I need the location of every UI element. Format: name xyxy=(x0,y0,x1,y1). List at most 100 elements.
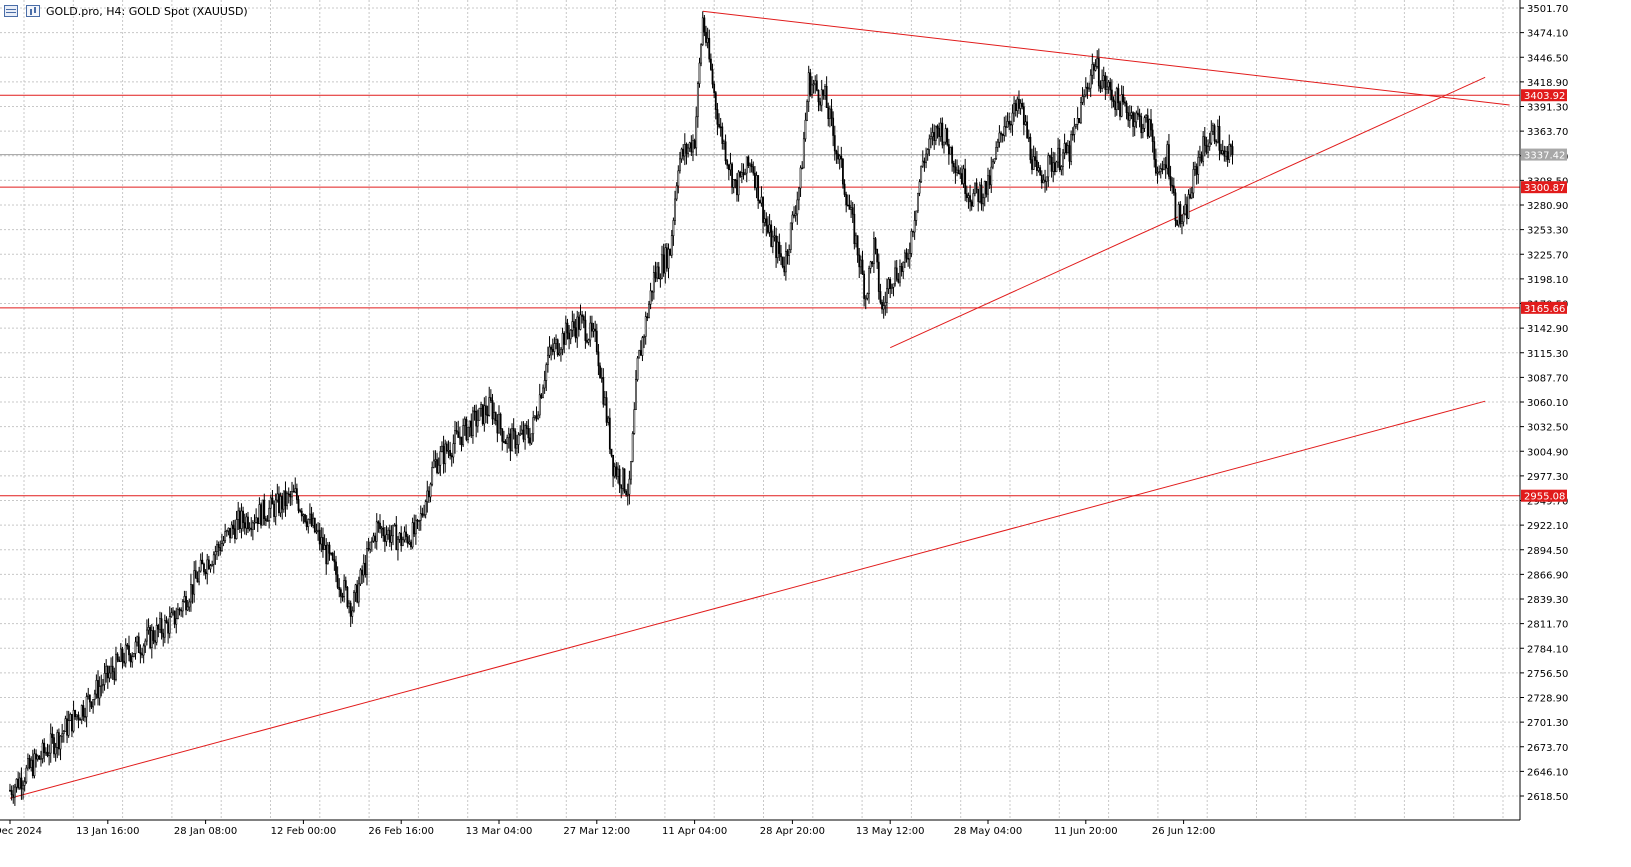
candle-body xyxy=(1068,145,1071,162)
candle-body xyxy=(442,445,445,465)
candle-body xyxy=(568,332,570,340)
candle-body xyxy=(209,565,212,570)
candle-body xyxy=(581,314,584,317)
candle-body xyxy=(1197,156,1200,175)
candle-body xyxy=(934,125,937,141)
y-tick-label: 3225.70 xyxy=(1527,250,1568,261)
candle-body xyxy=(385,534,388,542)
candle-body xyxy=(517,434,520,445)
candle-body xyxy=(75,714,78,718)
candle-body xyxy=(61,733,64,737)
candle-body xyxy=(951,146,954,164)
candle-body xyxy=(530,433,533,444)
candle-body xyxy=(100,685,103,687)
y-tick-label: 3418.90 xyxy=(1527,78,1568,89)
candle-body xyxy=(742,172,745,176)
candle-body xyxy=(30,759,33,768)
candle-body xyxy=(709,58,712,70)
candle-body xyxy=(159,618,161,630)
candle-body xyxy=(739,171,742,177)
candle-body xyxy=(729,163,732,171)
candle-body xyxy=(786,250,789,256)
candle-body xyxy=(814,80,817,85)
candle-body xyxy=(434,459,437,462)
candle-body xyxy=(44,751,47,754)
trendline-descending-resistance xyxy=(702,10,1510,106)
candle-body xyxy=(134,641,137,654)
candle-body xyxy=(450,455,453,458)
candle-body xyxy=(413,522,416,535)
candle-body xyxy=(892,283,895,288)
grid xyxy=(0,0,1520,820)
candle-body xyxy=(162,632,165,638)
candle-body xyxy=(987,175,989,195)
candle-body xyxy=(514,430,517,449)
candle-body xyxy=(82,705,85,717)
candle-body xyxy=(1086,86,1089,89)
y-tick-label: 2811.70 xyxy=(1527,620,1568,631)
y-tick-label: 3363.70 xyxy=(1527,127,1568,138)
candle-body xyxy=(1205,145,1208,153)
candle-body xyxy=(913,220,916,233)
candle-body xyxy=(460,436,463,446)
candle-body xyxy=(740,172,743,177)
candle-body xyxy=(788,249,791,256)
current-price-label: 3337.42 xyxy=(1524,151,1565,162)
candle-body xyxy=(181,601,184,612)
chart-bars-icon[interactable] xyxy=(26,5,40,17)
candle-body xyxy=(356,584,359,603)
candle-body xyxy=(1146,115,1149,137)
candle-body xyxy=(302,514,305,517)
candle-body xyxy=(401,539,404,546)
candle-body xyxy=(128,645,130,656)
candle-body xyxy=(594,328,597,332)
candle-body xyxy=(366,548,368,575)
y-tick-label: 2673.70 xyxy=(1527,743,1568,754)
candle-body xyxy=(683,143,686,157)
candle-body xyxy=(1195,166,1198,175)
candle-body xyxy=(1179,204,1182,224)
candle-body xyxy=(447,450,450,452)
candle-body xyxy=(69,714,72,721)
candle-body xyxy=(573,321,575,328)
candle-body xyxy=(406,536,409,544)
candle-body xyxy=(509,433,512,452)
price-tags: 3403.92 3300.87 3165.66 2955.08 3337.42 xyxy=(1521,89,1567,503)
candle-body xyxy=(219,547,222,552)
candle-body xyxy=(212,554,215,565)
candle-body xyxy=(90,701,93,708)
candle-body xyxy=(991,161,994,168)
candle-body xyxy=(1081,96,1084,103)
table-icon[interactable] xyxy=(4,5,18,17)
candle-body xyxy=(491,400,494,420)
candle-body xyxy=(679,158,681,172)
time-axis: 27 Dec 2024 13 Jan 16:00 28 Jan 08:00 12 Fe… xyxy=(0,819,1520,837)
candle-body xyxy=(1109,81,1112,91)
candle-body xyxy=(918,181,921,194)
candle-body xyxy=(444,443,447,465)
candle-body xyxy=(835,150,838,155)
candle-body xyxy=(695,116,698,149)
candle-body xyxy=(18,777,21,789)
candle-body xyxy=(537,414,540,419)
candle-body xyxy=(771,236,774,247)
candle-body xyxy=(411,522,414,548)
candle-body xyxy=(770,224,773,247)
candle-body xyxy=(851,207,854,215)
candle-body xyxy=(284,490,287,507)
candle-body xyxy=(938,127,941,137)
candle-body xyxy=(57,732,60,750)
candle-body xyxy=(421,513,424,516)
candle-body xyxy=(584,319,587,341)
candle-body xyxy=(204,571,207,575)
y-tick-label: 2701.30 xyxy=(1527,718,1568,729)
candle-body xyxy=(362,562,365,576)
candle-body xyxy=(31,759,34,777)
candle-body xyxy=(825,85,828,108)
candle-body xyxy=(605,397,608,423)
candle-body xyxy=(163,620,166,638)
candle-body xyxy=(1016,98,1019,111)
candle-body xyxy=(217,544,220,548)
candle-body xyxy=(711,69,714,85)
